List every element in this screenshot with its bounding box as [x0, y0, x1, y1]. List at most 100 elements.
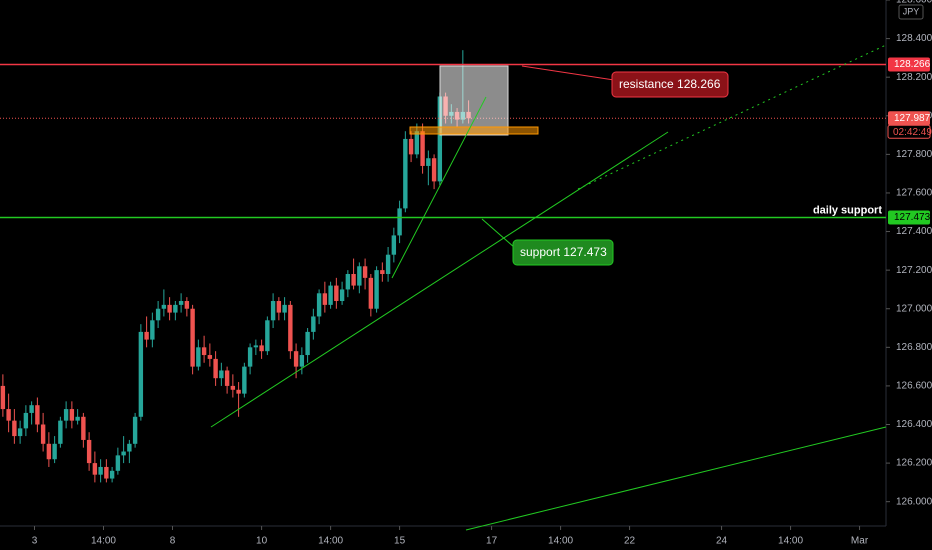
candle-body [178, 301, 184, 305]
candle-body [63, 409, 69, 421]
candle-body [52, 443, 57, 460]
candle-body [259, 345, 264, 352]
candle-body [40, 424, 46, 444]
candle-body [132, 416, 138, 444]
candle-body [345, 273, 351, 290]
countdown-label: 02:42:49 [893, 127, 932, 138]
currency-box [898, 4, 924, 20]
candle-body [362, 266, 368, 278]
candle-body [305, 331, 310, 356]
candle-body [29, 405, 34, 413]
candle-body [69, 409, 75, 421]
x-tick-label: 24 [716, 536, 728, 547]
candle-body [190, 308, 195, 367]
candle-body [121, 451, 126, 456]
candle-body [104, 466, 109, 479]
x-tick-label: 3 [32, 536, 38, 547]
candle-body [17, 428, 23, 437]
candle-body [75, 416, 80, 421]
x-tick-label: 14:00 [778, 536, 803, 547]
y-tick-label: 128.200 [896, 72, 932, 83]
x-tick-label: 15 [394, 536, 406, 547]
candle-body [207, 355, 213, 359]
candle-body [253, 345, 259, 348]
price-tag [888, 210, 930, 225]
candle-body [12, 420, 17, 437]
candle-body [431, 158, 437, 182]
candle-body [247, 347, 253, 367]
y-tick-label: 127.200 [896, 265, 932, 276]
marks [0, 50, 886, 483]
candle-body [408, 138, 414, 155]
candle-body [380, 270, 385, 274]
countdown-tag [887, 124, 931, 139]
y-tick-label: 127.800 [896, 149, 932, 160]
annotation-box [611, 71, 729, 98]
candle-body [196, 347, 201, 367]
price-tag-label: 127.987 [894, 113, 931, 124]
candle-body [299, 355, 305, 367]
y-tick-label: 126.600 [896, 381, 932, 392]
price-tag-label: 128.266 [894, 59, 931, 70]
candle-body [293, 351, 299, 367]
candle-body [173, 304, 178, 313]
candle-body [23, 412, 29, 429]
candle-body [155, 308, 161, 321]
candle-body [351, 273, 356, 286]
candle-body [311, 316, 316, 332]
trendline [465, 426, 887, 531]
candle-body [230, 385, 236, 390]
candle-body [276, 301, 282, 313]
candle-body [115, 455, 121, 471]
annotation-text: resistance 128.266 [619, 77, 721, 91]
candle-body [397, 208, 402, 236]
candle-body [46, 443, 52, 460]
candle-body [58, 420, 63, 444]
candle-body [374, 270, 379, 309]
candle-body [391, 235, 397, 255]
x-tick-label: 14:00 [91, 536, 116, 547]
x-tick-label: 10 [256, 536, 268, 547]
candle-body [150, 320, 155, 340]
x-tick-label: 8 [170, 536, 176, 547]
level-note: daily support [813, 204, 882, 216]
y-tick-label: 126.400 [896, 419, 932, 430]
callout-line [521, 65, 615, 81]
candle-body [92, 463, 98, 475]
zone-box [409, 126, 539, 135]
y-tick-label: 126.200 [896, 458, 932, 469]
candle-body [81, 416, 86, 440]
x-tick-label: Mar [851, 536, 869, 547]
trendline [210, 131, 669, 428]
candle-body [282, 304, 287, 313]
candle-body [437, 96, 443, 182]
y-tick-label: 127.000 [896, 303, 932, 314]
x-tick-label: 14:00 [318, 536, 343, 547]
candle-body [385, 254, 391, 274]
y-tick-label: 126.000 [896, 496, 932, 507]
candle-body [334, 285, 339, 302]
candle-body [270, 301, 276, 321]
range-box [439, 65, 509, 136]
currency-label: JPY [903, 6, 920, 16]
candle-body [201, 347, 207, 356]
candle-body [420, 131, 425, 166]
price-tag [888, 111, 930, 126]
candle-body [86, 439, 92, 464]
y-tick-label: 128.600 [896, 0, 932, 6]
candle-body [357, 266, 362, 286]
candle-body [0, 385, 6, 410]
candle-body [322, 293, 328, 305]
x-tick-label: 22 [624, 536, 636, 547]
candle-body [414, 131, 420, 155]
candle-body [127, 443, 132, 452]
candle-body [98, 466, 103, 475]
y-tick-label: 127.400 [896, 226, 932, 237]
candle-body [6, 409, 11, 421]
candle-body [219, 370, 224, 379]
y-tick-label: 128.400 [896, 33, 932, 44]
candle-body [35, 405, 40, 425]
candle-body [236, 389, 241, 394]
candle-body [426, 158, 431, 166]
